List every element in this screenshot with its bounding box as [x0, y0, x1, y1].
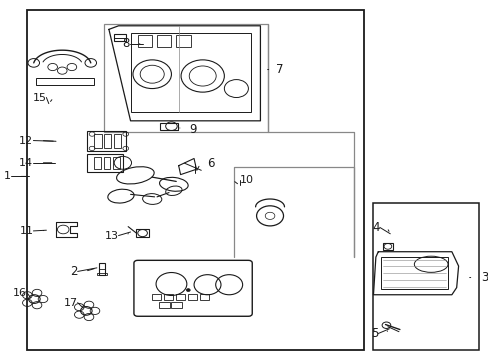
Bar — [114, 134, 121, 148]
Text: 9: 9 — [189, 123, 196, 136]
Bar — [99, 263, 104, 275]
Bar — [200, 294, 208, 300]
Bar — [87, 131, 125, 151]
Bar — [130, 33, 250, 112]
Bar — [104, 134, 111, 148]
Bar — [176, 35, 190, 47]
Bar — [87, 154, 122, 172]
Bar — [94, 157, 101, 168]
Bar — [164, 294, 173, 300]
Bar — [188, 294, 197, 300]
Bar — [382, 243, 392, 250]
Bar — [103, 157, 110, 168]
Text: 14: 14 — [19, 158, 33, 168]
Text: 8: 8 — [122, 37, 129, 50]
Bar — [171, 302, 182, 308]
Circle shape — [186, 289, 190, 292]
Bar — [136, 229, 148, 237]
Text: 3: 3 — [480, 271, 487, 284]
Bar — [160, 123, 177, 130]
Text: 7: 7 — [275, 63, 283, 76]
Text: 1: 1 — [4, 171, 11, 181]
Text: 6: 6 — [207, 157, 215, 170]
Text: 15: 15 — [32, 93, 46, 103]
Bar — [104, 24, 267, 132]
Bar — [159, 302, 170, 308]
Bar — [27, 10, 363, 350]
Text: 4: 4 — [371, 221, 379, 234]
Text: 16: 16 — [13, 288, 27, 298]
Text: 12: 12 — [19, 136, 33, 145]
Bar — [176, 294, 184, 300]
Bar — [113, 157, 120, 168]
Text: 17: 17 — [63, 298, 78, 308]
Text: 5: 5 — [370, 327, 378, 340]
Text: 13: 13 — [104, 231, 118, 240]
Text: 11: 11 — [20, 226, 33, 236]
Bar — [138, 35, 152, 47]
Bar — [380, 257, 447, 289]
Bar — [36, 78, 93, 85]
Bar — [94, 134, 102, 148]
Bar — [152, 294, 161, 300]
Bar — [373, 203, 478, 350]
Text: 2: 2 — [70, 265, 78, 278]
Text: 10: 10 — [239, 175, 253, 185]
Bar — [97, 273, 106, 275]
Bar — [157, 35, 171, 47]
Bar — [114, 34, 125, 41]
